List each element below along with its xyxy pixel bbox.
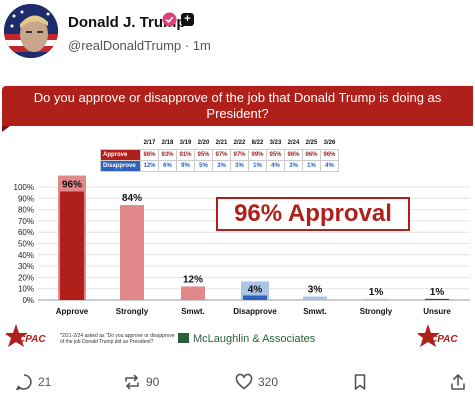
disapprove-cell: 3% [284,159,303,172]
trend-date: 2/21 [215,140,228,147]
y-tick-label: 80% [18,206,34,215]
trend-date: 2/18 [161,140,174,147]
y-tick-label: 30% [18,262,34,271]
y-tick-label: 40% [18,251,34,260]
trend-date: 3/26 [323,140,336,147]
separator: · [184,38,190,53]
bar [120,205,144,300]
footnote: *2/21-2/24 asked as "Do you approve or d… [60,333,175,345]
display-name[interactable]: Donald J. Trump [68,14,186,31]
trend-table-approve-row: Approve 86% 93% 91% 95% 97% 97% 99% 95% 96% 96% 96… [100,148,339,161]
bar [303,296,327,300]
approval-callout: 96% Approval [216,197,410,231]
data-label: 1% [369,287,384,298]
category-label: Strongly [360,307,393,316]
plus-badge-icon: + [181,13,194,26]
trend-date: 2/24 [287,140,300,147]
category-label: Disapprove [233,307,277,316]
data-label: 1% [430,287,445,298]
approval-bar-chart: 0% 10% 20% 30% 40% 50% 60% 70% 80% 90% 100% 96% Appr… [14,175,470,316]
trend-date: 3/23 [269,140,282,147]
avatar[interactable] [4,4,58,58]
data-label: 84% [122,193,142,204]
y-tick-label: 100% [14,183,34,192]
bookmark-icon [354,374,366,390]
cpac-logo-left: CPAC [6,324,46,347]
bar [364,298,388,300]
pollster-name: McLaughlin & Associates [193,333,316,345]
like-count: 320 [258,375,279,389]
action-bar: 21 90 320 [0,368,475,398]
heart-icon [235,373,253,390]
bar [425,298,449,300]
repost-icon [125,374,139,390]
y-tick-label: 70% [18,217,34,226]
data-label: 3% [308,285,323,296]
trend-date: 8/22 [251,140,264,147]
cpac-logo-right-text: CPAC [430,334,458,345]
bar [243,295,267,300]
approve-row-label: Approve [100,148,141,161]
y-tick-label: 50% [18,240,34,249]
trend-table: 2/17 2/18 3/19 2/20 2/21 2/22 8/22 3/23 2/24 2/25… [100,138,339,172]
trend-table-corner [100,138,141,149]
cpac-logo-left-text: CPAC [18,334,46,345]
pollster-logo: McLaughlin & Associates [178,333,315,345]
y-tick-label: 0% [22,296,34,305]
data-label: 96% [62,180,82,191]
share-icon [451,374,465,390]
question-text: Do you approve or disapprove of the job … [33,90,442,121]
trend-date: 2/25 [305,140,318,147]
bar [181,286,205,300]
trend-table-disapprove-row: Disapprove 12% 6% 9% 5% 3% 3% 1% 4% 3% 1% 4% [100,159,339,172]
trend-date: 3/19 [179,140,192,147]
category-label: Unsure [423,307,451,316]
trend-table-header: 2/17 2/18 3/19 2/20 2/21 2/22 8/22 3/23 2/24 2/25… [100,138,339,149]
y-tick-label: 90% [18,194,34,203]
post-header: Donald J. Trump + @realDonaldTrump · 1m [0,0,475,62]
avatar-image [4,4,58,58]
post-time[interactable]: 1m [192,38,211,53]
trend-date: 2/20 [197,140,210,147]
banner-tail [2,126,10,132]
category-label: Smwt. [181,307,205,316]
pollster-mark-icon [178,333,189,343]
category-label: Strongly [116,307,149,316]
data-label: 4% [248,284,263,295]
disapprove-row-label: Disapprove [100,159,141,172]
data-label: 12% [183,274,203,285]
repost-count: 90 [146,375,160,389]
handle-row: @realDonaldTrump · 1m [68,38,211,53]
y-tick-label: 20% [18,273,34,282]
disapprove-cell: 3% [230,159,249,172]
verified-badge-icon [162,12,177,27]
y-tick-label: 10% [18,285,34,294]
bar [60,191,84,300]
category-label: Smwt. [303,307,327,316]
disapprove-cell: 4% [320,159,339,172]
reply-icon [16,374,32,391]
disapprove-cell: 12% [140,159,159,172]
cpac-logo-right: CPAC [418,324,458,347]
y-tick-label: 60% [18,228,34,237]
trend-date: 2/22 [233,140,246,147]
question-banner: Do you approve or disapprove of the job … [2,86,473,126]
bar-highlight [241,281,269,300]
category-label: Approve [56,307,89,316]
handle[interactable]: @realDonaldTrump [68,38,182,53]
reply-count: 21 [38,375,52,389]
trend-date: 2/17 [143,140,156,147]
disapprove-cell: 5% [194,159,213,172]
